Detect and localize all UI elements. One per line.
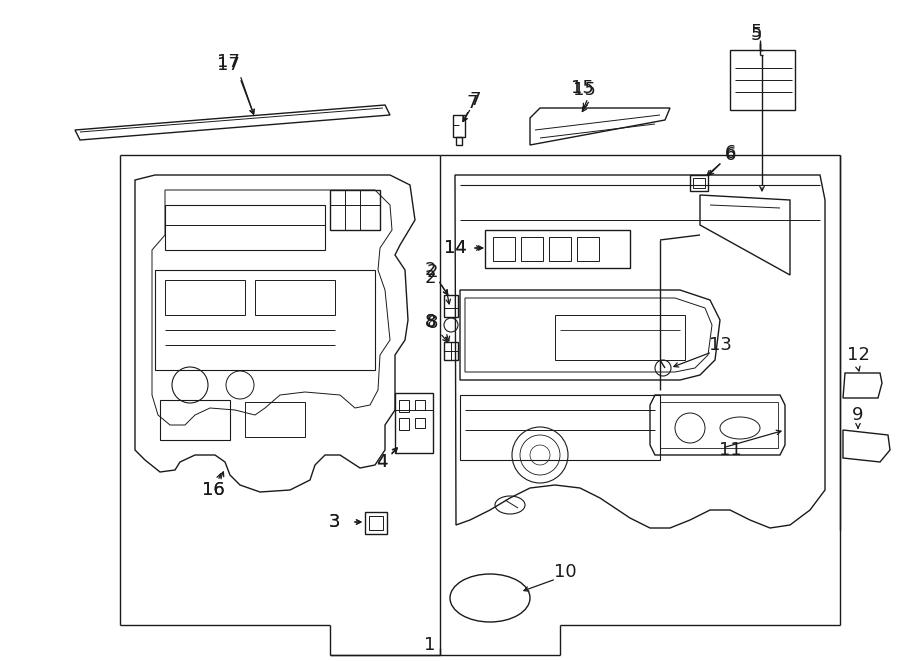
Text: 8: 8 — [424, 313, 436, 331]
Text: 15: 15 — [572, 81, 596, 99]
Text: 16: 16 — [202, 481, 224, 499]
Bar — [444, 342, 458, 360]
Bar — [399, 400, 409, 412]
Text: 13: 13 — [708, 336, 732, 354]
Text: 8: 8 — [424, 313, 436, 331]
Text: 4: 4 — [376, 453, 388, 471]
Text: 11: 11 — [718, 441, 742, 459]
Bar — [456, 137, 462, 145]
Bar — [255, 280, 335, 315]
Bar — [165, 280, 245, 315]
Bar — [453, 115, 465, 137]
Text: 1: 1 — [424, 636, 436, 654]
Bar — [155, 270, 375, 370]
Bar — [160, 400, 230, 440]
Text: 9: 9 — [852, 406, 864, 424]
Text: 3: 3 — [328, 513, 340, 531]
Text: 6: 6 — [724, 146, 735, 164]
Text: 3: 3 — [328, 513, 340, 531]
Text: 2: 2 — [427, 263, 437, 281]
Bar — [521, 237, 543, 261]
Text: 17: 17 — [217, 56, 239, 74]
Bar — [693, 178, 705, 188]
Text: 14: 14 — [444, 239, 467, 257]
Bar — [165, 205, 325, 250]
Bar — [485, 230, 630, 268]
Text: 15: 15 — [571, 79, 593, 97]
Bar — [399, 418, 409, 430]
Bar — [365, 512, 387, 534]
Text: 16: 16 — [202, 481, 224, 499]
Text: 12: 12 — [847, 346, 869, 364]
Text: 5: 5 — [751, 26, 761, 44]
Bar — [690, 175, 708, 191]
Bar — [493, 237, 515, 261]
Bar — [415, 418, 425, 428]
Text: 7: 7 — [466, 94, 478, 112]
Text: 4: 4 — [376, 453, 388, 471]
Bar — [245, 402, 305, 437]
Bar — [330, 190, 380, 230]
Text: 2: 2 — [424, 261, 436, 279]
Text: 17: 17 — [217, 53, 239, 71]
Bar — [415, 400, 425, 410]
Bar — [577, 237, 599, 261]
Bar — [460, 395, 660, 460]
Text: 5: 5 — [751, 23, 761, 41]
Bar — [660, 402, 778, 448]
Bar — [730, 50, 795, 110]
Text: 8: 8 — [427, 314, 437, 332]
Bar — [444, 295, 458, 317]
Text: 7: 7 — [469, 91, 481, 109]
Text: 2: 2 — [424, 269, 436, 287]
Text: 10: 10 — [554, 563, 576, 581]
Bar — [395, 393, 433, 453]
Bar — [549, 237, 571, 261]
Text: 14: 14 — [444, 239, 467, 257]
Text: 6: 6 — [724, 144, 735, 162]
Bar — [369, 516, 383, 530]
Bar — [555, 315, 685, 360]
